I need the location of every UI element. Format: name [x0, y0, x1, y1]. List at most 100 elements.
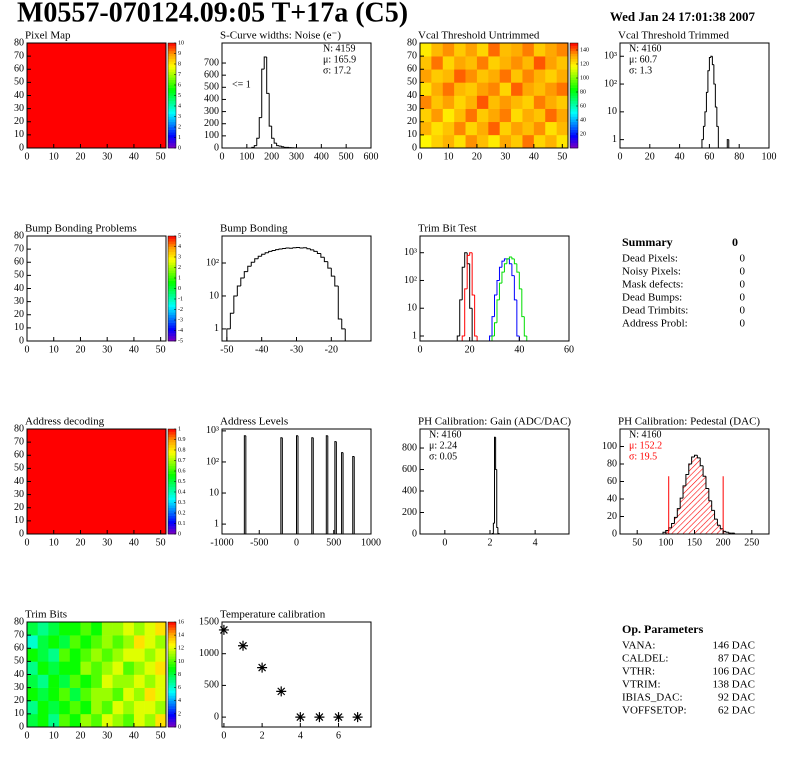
histogram-bin — [327, 261, 332, 269]
heatmap-cell — [545, 43, 557, 57]
colorbar-step — [570, 66, 578, 70]
heatmap-cell — [420, 69, 432, 83]
y-tick-label: 80 — [14, 230, 24, 241]
y-tick-label: 50 — [14, 463, 24, 474]
panel-title: PH Calibration: Pedestal (DAC) — [618, 416, 760, 428]
colorbar-step — [168, 278, 176, 281]
star-marker — [333, 712, 344, 723]
summary-count: 0 — [740, 253, 746, 265]
star-marker — [218, 624, 229, 635]
colorbar-step — [570, 127, 578, 130]
histogram-bin — [707, 70, 710, 93]
histogram-bin — [233, 295, 238, 314]
colorbar-step — [168, 320, 176, 323]
histogram-bin — [662, 531, 666, 534]
heatmap-cell — [27, 622, 38, 636]
x-tick-label: 0 — [25, 537, 30, 548]
histogram-bin — [694, 454, 698, 457]
colorbar-step — [168, 465, 176, 469]
summary-label: Dead Pixels: — [622, 253, 678, 265]
heatmap-cell — [123, 622, 135, 636]
colorbar-step — [168, 306, 176, 310]
y-tick-label: 50 — [14, 77, 24, 88]
colorbar-step — [168, 664, 176, 667]
colorbar-step — [168, 296, 176, 300]
stats-line: N: 4160 — [629, 43, 662, 54]
histogram-fill — [705, 488, 709, 534]
histogram-fill — [697, 457, 701, 534]
heatmap-cell — [442, 95, 455, 109]
colorbar-step — [168, 629, 176, 633]
y-tick-label: 10 — [14, 129, 24, 140]
y-tick-label: 0 — [19, 335, 24, 346]
heatmap-cell — [431, 108, 444, 123]
heatmap-cell — [27, 43, 167, 149]
stats-line: σ: 0.05 — [429, 451, 457, 462]
histogram-bin — [713, 64, 716, 85]
colorbar-step — [168, 640, 176, 644]
colorbar-step — [168, 69, 176, 73]
colorbar-step — [168, 145, 176, 149]
histogram-bin — [676, 508, 681, 518]
heatmap-cell — [442, 108, 455, 123]
colorbar-step — [168, 299, 176, 302]
colorbar-step — [570, 64, 578, 67]
colorbar-label: 8 — [178, 61, 181, 67]
op-label: CALDEL: — [622, 653, 668, 665]
x-tick-label: 10 — [49, 151, 59, 162]
y-tick-label: 10 — [14, 708, 24, 719]
chart-panel: PH Calibration: Pedestal (DAC) 50 100 150 20… — [602, 416, 770, 548]
colorbar-label: 0.4 — [178, 489, 186, 495]
heatmap-cell — [27, 713, 38, 728]
y-tick-label: 70 — [14, 50, 24, 61]
histogram-bin — [498, 266, 502, 281]
heatmap-cell — [101, 700, 113, 715]
colorbar-step — [168, 95, 176, 99]
x-tick-label: -1000 — [210, 537, 233, 548]
y-tick-label: 0 — [412, 528, 417, 539]
histogram-bin — [518, 272, 522, 290]
colorbar-step — [168, 333, 176, 337]
colorbar-label: 120 — [580, 61, 589, 67]
histogram-fill — [688, 464, 692, 534]
x-tick-label: 50 — [156, 344, 166, 355]
colorbar-step — [168, 523, 176, 527]
x-tick-label: 2 — [260, 730, 265, 741]
colorbar-frame — [569, 42, 579, 149]
heatmap-cell — [37, 622, 49, 636]
histogram-bin — [516, 263, 520, 273]
histogram-bin — [268, 250, 273, 253]
heatmap-cell — [144, 648, 156, 662]
colorbar-step — [570, 100, 578, 104]
histogram-bin — [283, 146, 287, 148]
histogram-bin — [471, 252, 475, 296]
histogram-bin — [253, 145, 257, 148]
histogram-bin — [725, 531, 729, 533]
x-tick-label: 4 — [533, 537, 538, 548]
colorbar-label: 8 — [178, 672, 181, 678]
heatmap-cell — [144, 713, 156, 728]
colorbar-step — [168, 262, 176, 266]
heatmap-cell — [91, 687, 103, 702]
colorbar-step — [570, 119, 578, 123]
histogram-bin — [254, 258, 259, 263]
x-tick-label: 10 — [443, 151, 453, 162]
heatmap-cell — [123, 674, 135, 688]
y-tick-label: 200 — [402, 507, 417, 518]
x-tick-label: -50 — [220, 344, 233, 355]
colorbar-step — [168, 444, 176, 448]
colorbar-step — [168, 327, 176, 331]
colorbar-step — [168, 129, 176, 133]
histogram-bin — [702, 465, 706, 477]
histogram-bin — [313, 249, 318, 252]
colorbar-step — [168, 513, 176, 516]
heatmap-cell — [133, 713, 145, 728]
heatmap-cell — [144, 635, 156, 649]
y-tick-label: 70 — [14, 436, 24, 447]
histogram-bin — [337, 286, 342, 320]
colorbar-step — [168, 71, 176, 75]
colorbar-step — [168, 285, 176, 289]
heatmap-cell — [522, 134, 535, 149]
